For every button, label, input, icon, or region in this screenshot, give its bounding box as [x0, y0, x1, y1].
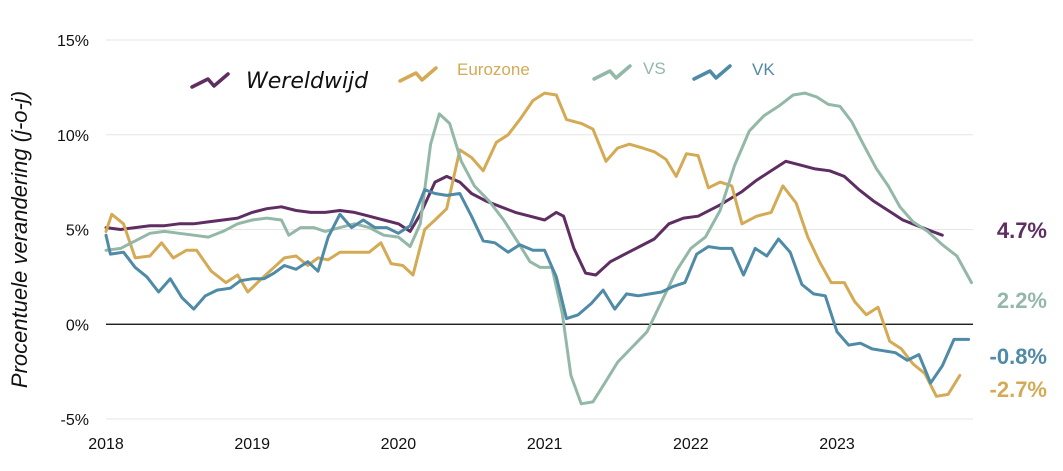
y-axis-title: Procentuele verandering (j-o-j) — [7, 91, 32, 388]
legend-item-wereldwijd: Wereldwijd — [190, 69, 369, 94]
legend-item-vk: VK — [692, 60, 775, 81]
legend-label: Eurozone — [457, 60, 530, 79]
legend-item-eurozone: Eurozone — [398, 60, 530, 83]
legend-label: VK — [752, 60, 775, 79]
legend-label: VS — [643, 59, 666, 78]
series-lines — [104, 91, 973, 406]
series-line-eurozone — [104, 91, 962, 398]
x-tick-label: 2021 — [527, 436, 563, 453]
y-tick-label: -5% — [61, 412, 89, 429]
legend: Wereldwijd Eurozone VS VK — [190, 59, 775, 94]
end-label-wereldwijd: 4.7% — [997, 218, 1047, 243]
end-label-vk: -0.8% — [990, 344, 1047, 369]
legend-swatch — [692, 64, 732, 81]
series-line-vk — [104, 188, 971, 385]
legend-item-vs: VS — [592, 59, 666, 81]
y-tick-label: 5% — [66, 223, 89, 240]
x-axis-ticks: 2018 2019 2020 2021 2022 2023 — [88, 436, 855, 453]
legend-swatch — [592, 64, 632, 81]
y-tick-label: 10% — [57, 128, 89, 145]
legend-swatch — [398, 66, 438, 83]
y-tick-label: 0% — [66, 317, 89, 334]
series-line-vs — [104, 91, 973, 406]
y-axis-ticks: -5% 0% 5% 10% 15% — [57, 33, 89, 429]
gridlines — [106, 39, 973, 420]
series-line-wereldwijd — [104, 159, 944, 277]
legend-swatch — [190, 72, 230, 89]
end-value-labels: 4.7% -2.7% 2.2% -0.8% — [990, 218, 1047, 402]
x-tick-label: 2022 — [673, 436, 709, 453]
end-label-eurozone: -2.7% — [990, 377, 1047, 402]
legend-label: Wereldwijd — [246, 69, 369, 94]
x-tick-label: 2019 — [234, 436, 270, 453]
x-tick-label: 2018 — [88, 436, 124, 453]
x-tick-label: 2020 — [381, 436, 417, 453]
x-tick-label: 2023 — [819, 436, 855, 453]
end-label-vs: 2.2% — [997, 288, 1047, 313]
y-tick-label: 15% — [57, 33, 89, 50]
